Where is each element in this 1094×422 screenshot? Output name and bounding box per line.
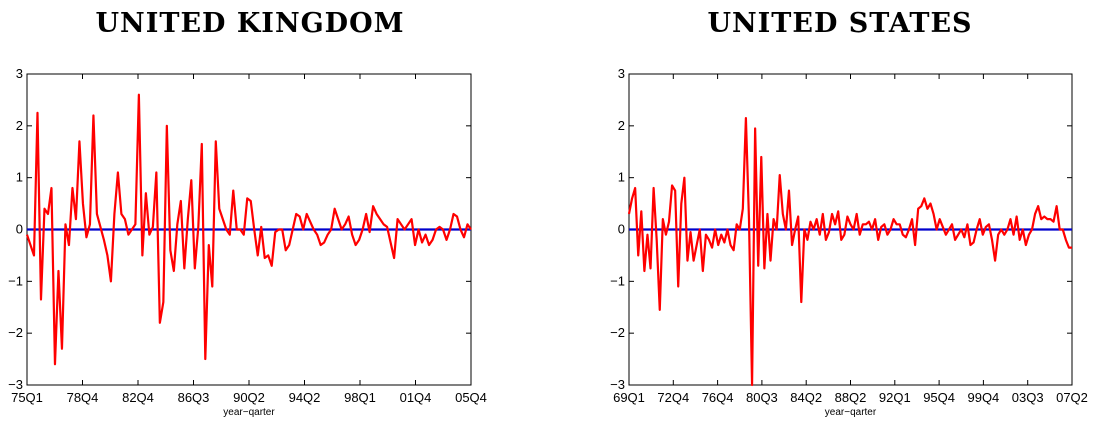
us-y-tick-label: 0	[618, 222, 625, 237]
uk-x-tick-label: 98Q1	[344, 390, 376, 405]
uk-y-tick-label: 3	[16, 66, 23, 81]
uk-x-tick-label: 01Q4	[400, 390, 432, 405]
chart-title-us: UNITED STATES	[707, 8, 973, 39]
us-x-tick-label: 03Q3	[1012, 390, 1044, 405]
us-x-tick-label: 99Q4	[967, 390, 999, 405]
us-x-tick-label: 76Q4	[702, 390, 734, 405]
us-x-tick-label: 72Q4	[657, 390, 689, 405]
uk-y-tick-label: −3	[8, 377, 23, 392]
us-y-tick-label: 3	[618, 66, 625, 81]
uk-y-tick-label: −1	[8, 273, 23, 288]
us-y-tick-label: −2	[610, 325, 625, 340]
us-x-tick-label: 80Q3	[746, 390, 778, 405]
us-y-tick-label: −1	[610, 273, 625, 288]
uk-x-tick-label: 78Q4	[67, 390, 99, 405]
us-y-tick-label: 2	[618, 118, 625, 133]
us-y-tick-label: 1	[618, 170, 625, 185]
uk-y-tick-label: −2	[8, 325, 23, 340]
us-x-tick-label: 69Q1	[613, 390, 645, 405]
uk-series-line	[25, 93, 472, 366]
us-x-tick-label: 07Q2	[1056, 390, 1088, 405]
uk-x-tick-label: 90Q2	[233, 390, 265, 405]
uk-x-tick-label: 94Q2	[289, 390, 321, 405]
us-x-tick-label: 88Q2	[835, 390, 867, 405]
uk-y-tick-label: 0	[16, 222, 23, 237]
uk-x-axis-label: year−qarter	[223, 407, 275, 418]
uk-x-tick-label: 86Q3	[178, 390, 210, 405]
us-x-tick-label: 95Q4	[923, 390, 955, 405]
uk-y-tick-label: 1	[16, 170, 23, 185]
us-x-tick-label: 84Q2	[790, 390, 822, 405]
chart-title-uk: UNITED KINGDOM	[95, 8, 405, 39]
us-series-line	[627, 116, 1072, 387]
uk-y-tick-label: 2	[16, 118, 23, 133]
us-x-axis-label: year−qarter	[825, 407, 877, 418]
uk-x-tick-label: 82Q4	[122, 390, 154, 405]
uk-x-tick-label: 75Q1	[11, 390, 43, 405]
uk-x-tick-label: 05Q4	[455, 390, 487, 405]
us-x-tick-label: 92Q1	[879, 390, 911, 405]
us-y-tick-label: −3	[610, 377, 625, 392]
